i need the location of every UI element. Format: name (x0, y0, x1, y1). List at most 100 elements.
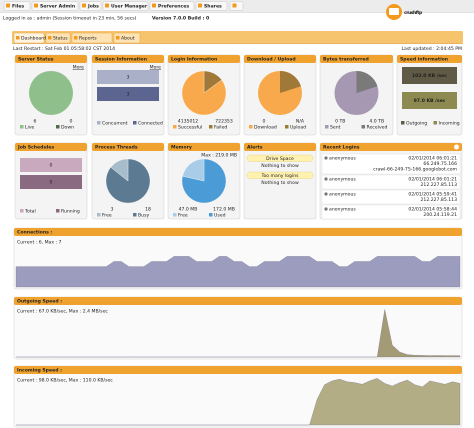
panel-title: Process Threads (95, 145, 138, 151)
login-user: anonymous (329, 208, 356, 213)
menu-label: User Manager (111, 4, 148, 10)
legend-swatch (209, 213, 213, 217)
panel-header (320, 55, 393, 63)
chart-current: Current : 67.0 KB/sec, Max : 2.4 MB/sec (17, 309, 108, 315)
login-date: 02/01/2014 05:58:44 (408, 207, 457, 213)
legend-label: Concurrent (102, 121, 128, 127)
panel-title: Login Information (171, 57, 217, 63)
legend-label: Outgoing (406, 121, 427, 127)
legend-value: 722353 (215, 119, 233, 125)
legend-value: 47.0 MB (179, 207, 198, 213)
menu-button[interactable] (195, 1, 228, 11)
legend-swatch (97, 121, 101, 125)
menu-button[interactable] (3, 1, 31, 11)
speed-box (402, 67, 457, 84)
panel-title: Bytes transferred (323, 57, 369, 63)
logo (386, 4, 402, 20)
legend-swatch (97, 213, 101, 217)
legend-label: Upload (290, 125, 306, 131)
menu-icon (198, 3, 202, 8)
tab[interactable] (13, 32, 45, 44)
panel-subtitle: Max : 219.0 MB (201, 153, 237, 159)
login-entry (321, 204, 461, 220)
speed-box (402, 92, 457, 109)
chart-title: Incoming Speed : (17, 368, 62, 374)
login-icon (324, 207, 328, 211)
panel-title: Session Information (95, 57, 147, 63)
more-link: More (73, 65, 85, 71)
login-ip: 212.227.85.113 (420, 197, 457, 203)
legend-label: Failed (214, 125, 227, 131)
legend-value: 4.0 TB (369, 119, 384, 125)
alert-text: Nothing to show (261, 163, 299, 169)
panel-header (168, 55, 240, 63)
bar (20, 175, 82, 189)
login-user: anonymous (329, 193, 356, 198)
pie-slice (356, 71, 378, 93)
legend-swatch (173, 213, 177, 217)
session-info: Logged in as : admin (Session timeout in… (3, 16, 137, 22)
version-info: Version 7.0.0 Build : 0 (152, 16, 209, 22)
legend-label: Used (214, 213, 226, 219)
legend-label: Incoming (439, 121, 460, 127)
panel-header (320, 143, 462, 151)
tab-icon (116, 36, 120, 40)
menu-button[interactable] (149, 1, 195, 11)
legend-label: Received (367, 125, 388, 131)
pie-slice (110, 158, 129, 182)
legend-value: 3 (111, 207, 114, 213)
legend-value: 172.0 MB (213, 207, 235, 213)
alert-title-box (246, 154, 314, 162)
pie-slice (181, 70, 227, 116)
area (16, 378, 461, 426)
login-date: 02/01/2014 06:01:21 (408, 156, 457, 162)
tab[interactable] (45, 32, 71, 44)
panel-header (92, 143, 164, 151)
tab-divider (12, 43, 463, 44)
bar (97, 70, 159, 84)
tab-label: About (121, 36, 135, 42)
alert-text: Nothing to show (261, 180, 299, 186)
login-entry (321, 189, 461, 205)
menu-icon (82, 3, 86, 8)
legend-label: Total (24, 209, 36, 215)
legend-value: 4135012 (178, 119, 199, 125)
menu-button[interactable] (102, 1, 149, 11)
menu-label: Jobs (87, 4, 99, 10)
panel-title: Alerts (247, 145, 263, 151)
legend-label: Successful (178, 125, 202, 131)
last-updated: Last updated : 2:04:45 PM (401, 46, 462, 52)
chart-current: Current : 6, Max : 7 (17, 240, 62, 246)
panel-header (244, 55, 316, 63)
chart-header (14, 228, 462, 236)
tab-label: Dashboard (21, 36, 46, 42)
legend-swatch (20, 209, 24, 213)
chart-header (14, 366, 462, 374)
panel-title: Download / Upload (247, 57, 296, 63)
login-ip: 212.227.85.113 (420, 182, 457, 188)
login-ip: 66.249.75.166 (423, 161, 457, 167)
more-link: More (150, 65, 162, 71)
legend-label: Busy (138, 213, 149, 219)
legend-label: Connected (138, 121, 163, 127)
menu-label: Files (12, 4, 24, 10)
bar-value: 0 (50, 180, 53, 186)
legend-swatch (133, 121, 137, 125)
legend-swatch (361, 125, 365, 129)
menu-icon (6, 3, 10, 8)
menu-icon (34, 3, 38, 8)
logins-toggle[interactable] (454, 144, 459, 150)
login-user: anonymous (329, 157, 356, 162)
tab[interactable] (71, 32, 113, 44)
tab[interactable] (113, 32, 141, 44)
menu-button[interactable] (31, 1, 79, 11)
legend-swatch (56, 209, 60, 213)
panel-title: Recent Logins (323, 145, 360, 151)
logo-text: crushftp (404, 10, 423, 16)
menu-label: Shares (204, 4, 222, 10)
speed-value: 102.0 KB /sec (412, 73, 447, 79)
login-icon (324, 192, 328, 196)
legend-label: Running (61, 209, 80, 215)
legend-value: 6 (34, 119, 37, 125)
